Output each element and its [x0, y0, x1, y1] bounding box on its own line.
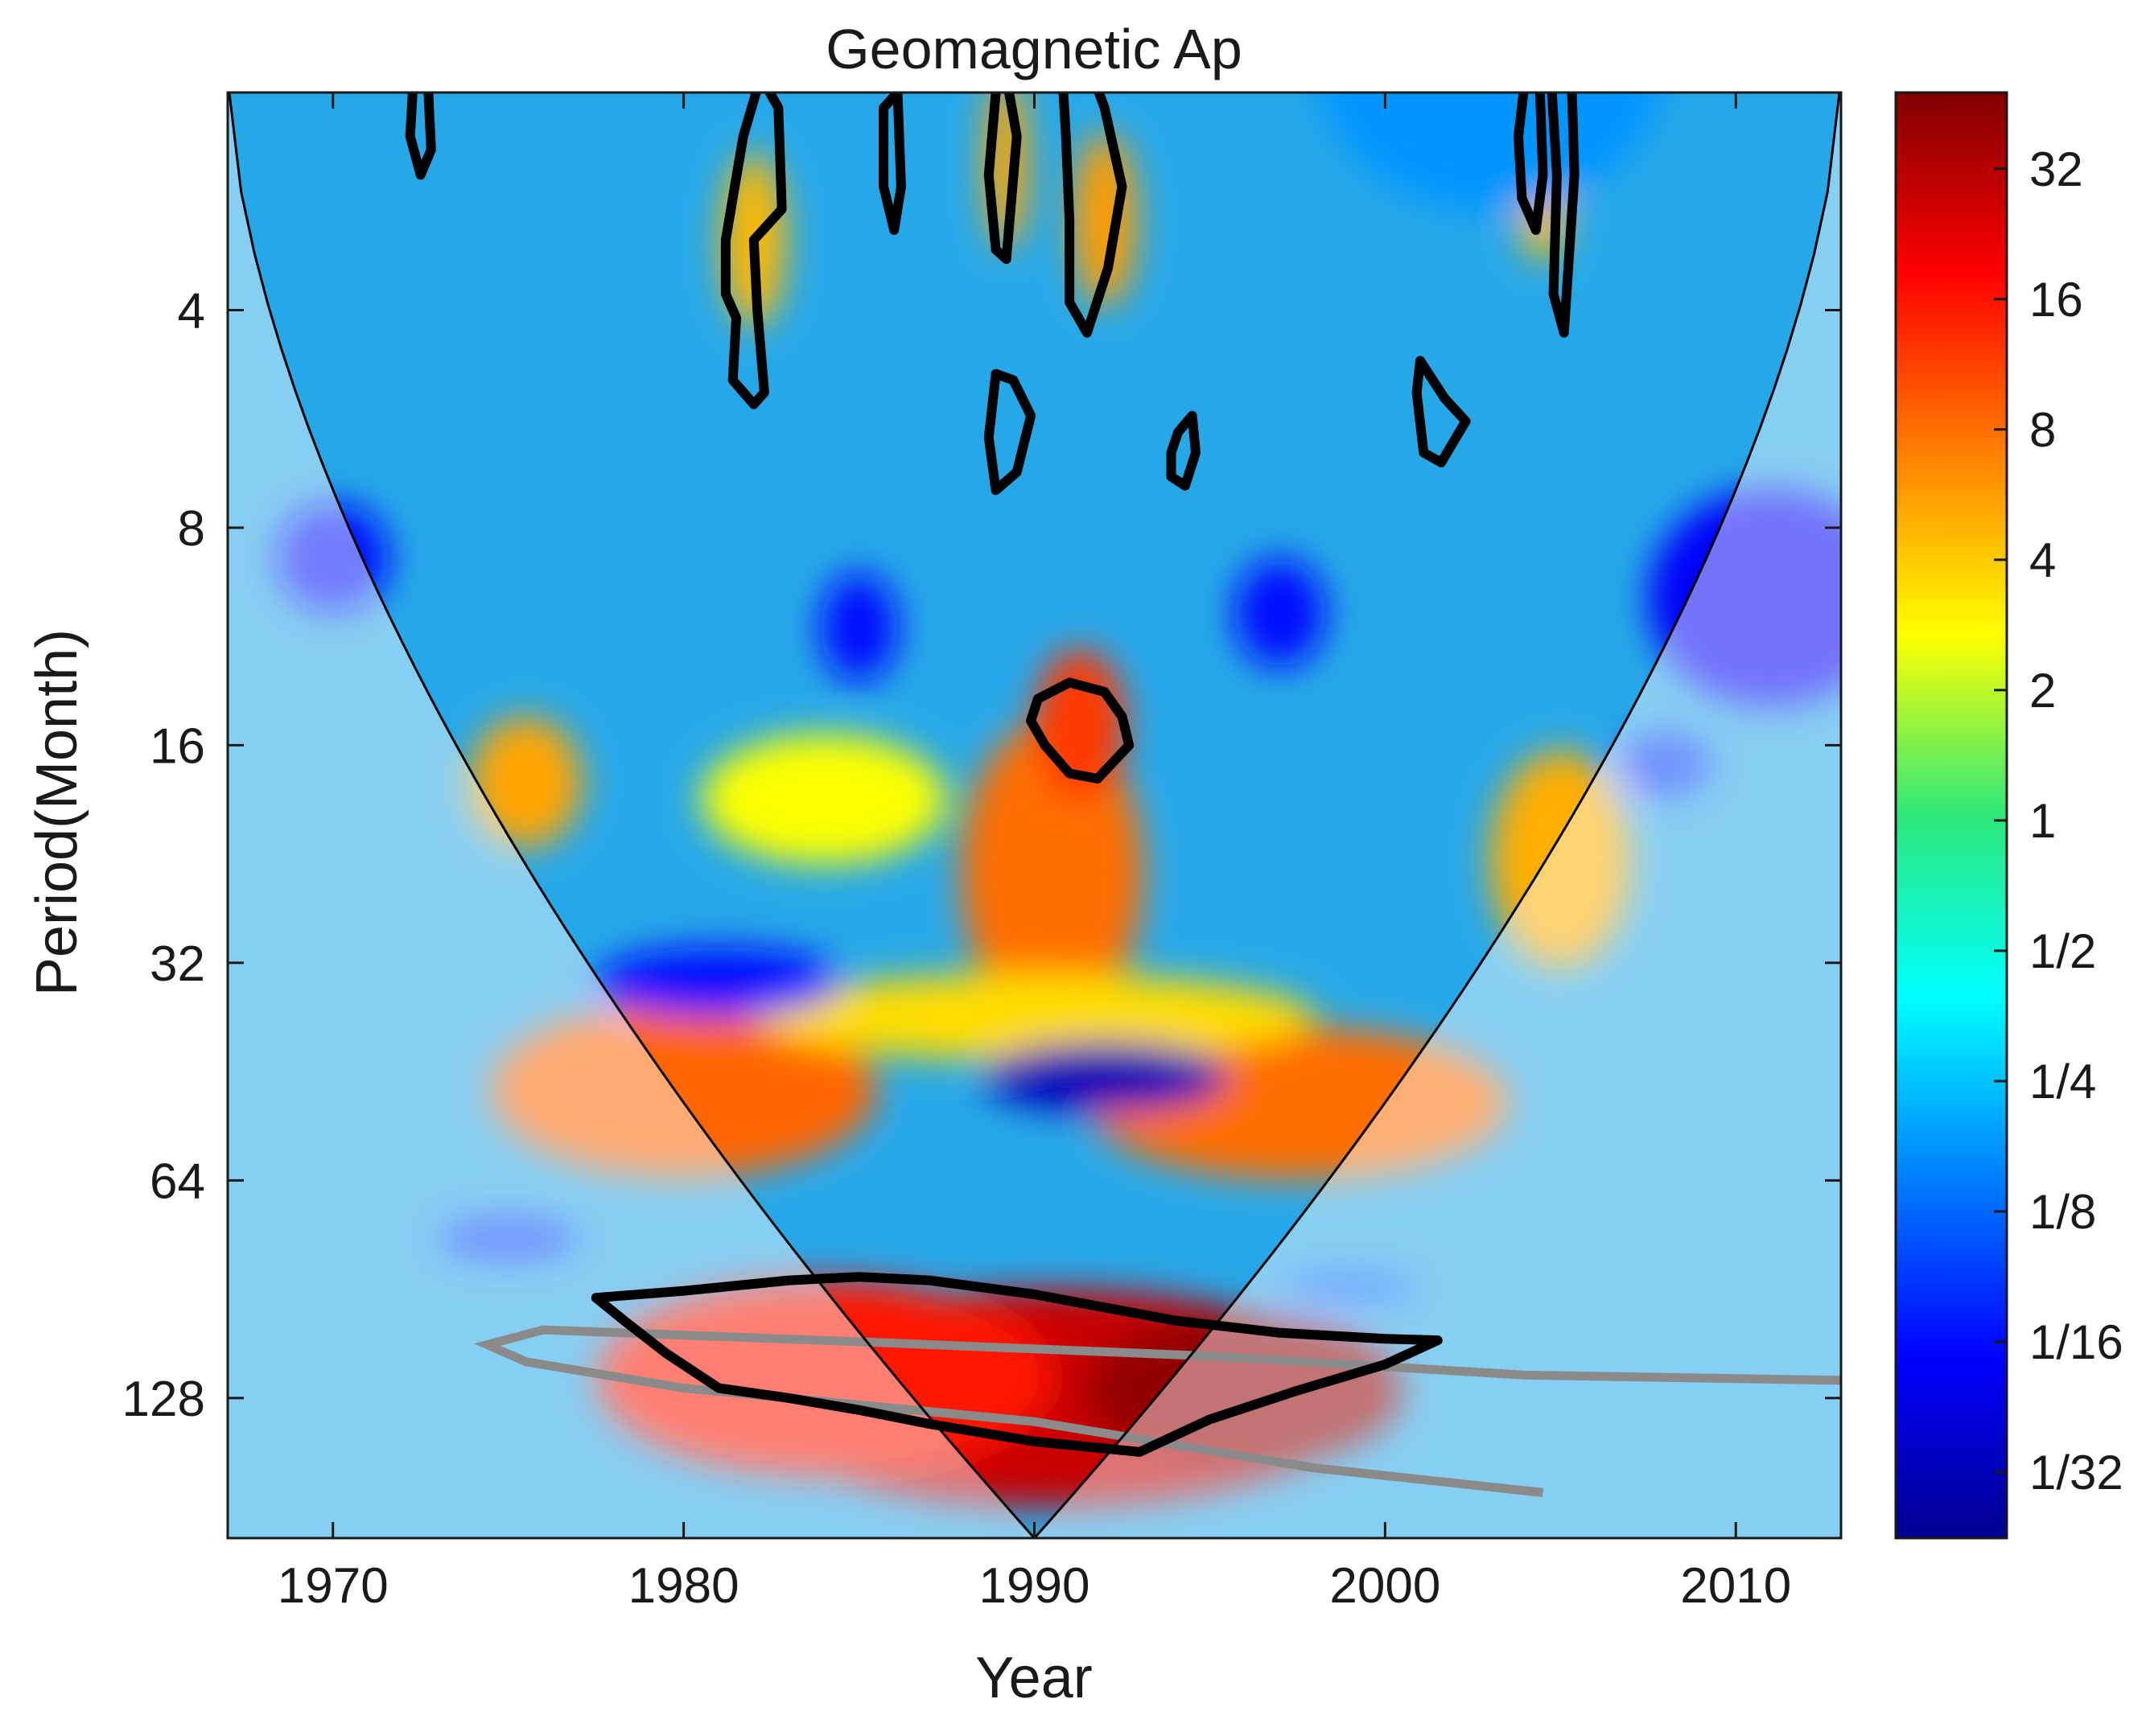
colorbar-tick-label-2: 8 — [2029, 403, 2056, 457]
plot-area — [228, 93, 1841, 1538]
colorbar: 32 16 8 4 2 1 1/2 1/4 1/8 1/16 1/32 — [1894, 91, 2123, 1540]
power-region-5 — [960, 720, 1143, 1025]
colorbar-tick-label-9: 1/16 — [2029, 1315, 2123, 1369]
significance-contour-8 — [1514, 93, 1548, 235]
significance-contour-0 — [591, 1272, 1443, 1457]
significance-contour-4 — [1411, 356, 1471, 467]
significance-contour-5 — [720, 93, 787, 409]
power-region-14 — [753, 973, 1316, 1061]
power-region-21 — [820, 573, 898, 682]
colorbar-tick-label-7: 1/4 — [2029, 1055, 2096, 1109]
significance-contour-1 — [1026, 677, 1135, 784]
power-region-9 — [701, 734, 947, 865]
significance-contour-11 — [879, 93, 906, 235]
power-region-20 — [1234, 558, 1326, 668]
y-tick-label-1: 8 — [178, 501, 205, 557]
significance-contour-9 — [1547, 93, 1580, 338]
colorbar-tick-label-10: 1/32 — [2029, 1446, 2123, 1499]
x-tick-label-0: 1970 — [278, 1558, 389, 1614]
y-axis: 4 8 16 32 64 128 — [122, 283, 1841, 1427]
colorbar-tick-label-1: 16 — [2029, 273, 2083, 327]
power-region-7 — [469, 717, 583, 848]
y-axis-title: Period(Month) — [25, 629, 89, 996]
y-tick-label-4: 64 — [150, 1154, 205, 1209]
power-region-23 — [1620, 731, 1711, 797]
x-axis-title: Year — [975, 1646, 1092, 1710]
colorbar-gradient — [1896, 93, 2007, 1538]
x-tick-label-4: 2010 — [1680, 1558, 1791, 1614]
significance-contour-7 — [1058, 93, 1127, 338]
significance-contour-3 — [1166, 410, 1201, 491]
x-axis: 1970 1980 1990 2000 2010 — [278, 93, 1791, 1614]
significance-contour-10 — [405, 93, 436, 180]
power-region-22 — [1279, 1269, 1420, 1306]
colorbar-tick-label-6: 1/2 — [2029, 924, 2096, 978]
red-noise-contour — [473, 1325, 1841, 1497]
colorbar-tick-label-4: 2 — [2029, 664, 2056, 718]
significance-contour-2 — [983, 368, 1036, 496]
y-tick-label-2: 16 — [150, 718, 205, 774]
colorbar-frame — [1894, 91, 2008, 1540]
cone-of-influence — [228, 93, 1841, 1538]
x-tick-label-2: 1990 — [979, 1558, 1090, 1614]
y-tick-label-0: 4 — [178, 283, 205, 339]
significance-contour-6 — [983, 93, 1022, 265]
y-tick-label-5: 128 — [122, 1372, 205, 1427]
y-tick-label-3: 32 — [150, 936, 205, 992]
colorbar-tick-label-3: 4 — [2029, 533, 2056, 587]
power-region-18 — [595, 947, 842, 1017]
colorbar-ticks: 32 16 8 4 2 1 1/2 1/4 1/8 1/16 1/32 — [1994, 142, 2123, 1499]
power-region-15 — [982, 1042, 1228, 1112]
x-tick-label-1: 1980 — [628, 1558, 739, 1614]
colorbar-tick-label-0: 32 — [2029, 142, 2083, 196]
colorbar-tick-label-5: 1 — [2029, 794, 2056, 848]
x-tick-label-3: 2000 — [1329, 1558, 1440, 1614]
chart-title: Geomagnetic Ap — [826, 18, 1242, 80]
colorbar-tick-label-8: 1/8 — [2029, 1185, 2096, 1239]
power-region-19 — [438, 1216, 579, 1261]
significance-contours — [405, 93, 1580, 1457]
